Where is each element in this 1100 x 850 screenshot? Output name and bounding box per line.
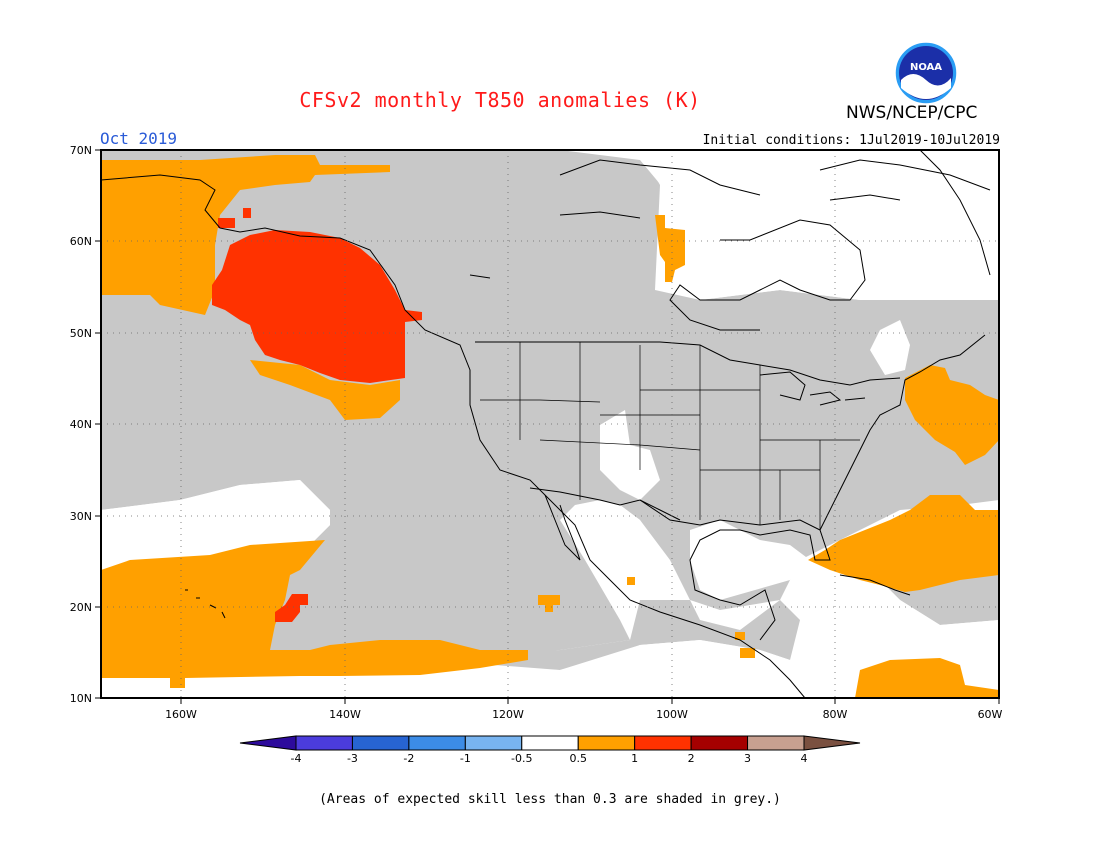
warm-subtropical-atlantic bbox=[808, 495, 999, 592]
tick-marks bbox=[95, 149, 1000, 704]
svg-text:NOAA: NOAA bbox=[910, 62, 942, 73]
white-south-boundary bbox=[101, 640, 860, 698]
white-east-atlantic bbox=[870, 320, 910, 375]
lat-label: 70N bbox=[70, 144, 92, 157]
colorbar-swatch bbox=[408, 735, 466, 751]
strong-warm-bering-dots bbox=[218, 208, 251, 228]
white-southwest-us bbox=[600, 410, 660, 500]
strong-warm-gulf-of-alaska bbox=[212, 230, 422, 383]
white-gulf-mexico bbox=[690, 520, 810, 600]
cuba bbox=[839, 574, 911, 596]
warm-mexico-pacific-patch bbox=[538, 595, 560, 612]
colorbar-swatch bbox=[295, 735, 353, 751]
hawaii-islands bbox=[185, 589, 226, 619]
colorbar-label: -4 bbox=[291, 752, 302, 765]
warm-gulf-alaska-fringe bbox=[250, 360, 400, 420]
colorbar-swatch bbox=[351, 735, 410, 751]
lon-label: 60W bbox=[978, 708, 1003, 721]
colorbar-swatch bbox=[521, 735, 579, 751]
forecast-month: Oct 2019 bbox=[100, 129, 178, 148]
lon-label: 100W bbox=[656, 708, 688, 721]
colorbar-arrow-high bbox=[803, 735, 861, 751]
us-mexico-border bbox=[529, 487, 681, 521]
warm-central-america-patch bbox=[735, 632, 755, 658]
warm-alaska-bering bbox=[101, 155, 390, 315]
colorbar-swatch bbox=[690, 735, 749, 751]
arctic-islands bbox=[469, 159, 991, 279]
warm-caribbean bbox=[855, 658, 999, 698]
anomaly-shading bbox=[101, 150, 999, 698]
lat-label: 20N bbox=[70, 601, 92, 614]
lon-label: 120W bbox=[492, 708, 524, 721]
strong-warm-hawaii-spot bbox=[275, 594, 308, 622]
colorbar-label: 4 bbox=[801, 752, 808, 765]
land-outlines bbox=[100, 149, 991, 699]
hudson-bay-coast bbox=[669, 219, 866, 331]
lon-label: 80W bbox=[823, 708, 848, 721]
colorbar-swatch bbox=[634, 735, 692, 751]
state-borders bbox=[480, 342, 860, 530]
state-lines bbox=[480, 342, 860, 530]
lon-label: 160W bbox=[165, 708, 197, 721]
colorbar-label: 0.5 bbox=[569, 752, 587, 765]
colorbar-swatch bbox=[464, 735, 523, 751]
colorbar-swatch bbox=[747, 735, 805, 751]
warm-northwest-atlantic bbox=[905, 365, 999, 465]
lat-label: 60N bbox=[70, 235, 92, 248]
colorbar-label: 1 bbox=[631, 752, 638, 765]
gulf-coast bbox=[639, 499, 831, 641]
map-title: CFSv2 monthly T850 anomalies (K) bbox=[299, 88, 701, 112]
lat-label: 40N bbox=[70, 418, 92, 431]
skill-footnote: (Areas of expected skill less than 0.3 a… bbox=[319, 792, 781, 807]
graticule bbox=[101, 150, 999, 698]
colorbar-arrow-low bbox=[239, 735, 297, 751]
lat-label: 30N bbox=[70, 510, 92, 523]
us-canada-border bbox=[475, 341, 901, 386]
lon-label: 140W bbox=[329, 708, 361, 721]
colorbar-label: -2 bbox=[403, 752, 414, 765]
white-mexico-north bbox=[575, 505, 655, 580]
initial-conditions: Initial conditions: 1Jul2019-10Jul2019 bbox=[702, 133, 1000, 148]
lat-label: 50N bbox=[70, 327, 92, 340]
noaa-logo-icon: NOAA bbox=[894, 41, 958, 105]
agency-label: NWS/NCEP/CPC bbox=[846, 103, 978, 123]
lat-label: 10N bbox=[70, 692, 92, 705]
colorbar-label: 2 bbox=[688, 752, 695, 765]
colorbar-label: 3 bbox=[744, 752, 751, 765]
baja-california bbox=[544, 494, 581, 561]
color-bar: -4 -3 -2 -1 -0.5 0.5 1 2 3 4 bbox=[239, 735, 861, 765]
warm-hudson-bay bbox=[655, 215, 685, 282]
north-america-coast bbox=[100, 174, 806, 699]
warm-hawaii-subtropics bbox=[101, 540, 528, 688]
colorbar-label: -3 bbox=[347, 752, 358, 765]
warm-bay-campeche-patch bbox=[627, 577, 635, 585]
colorbar-label: -1 bbox=[460, 752, 471, 765]
greenland-coast bbox=[919, 149, 991, 276]
east-coast bbox=[819, 334, 986, 531]
colorbar-label: -0.5 bbox=[511, 752, 532, 765]
colorbar-swatch bbox=[577, 735, 636, 751]
